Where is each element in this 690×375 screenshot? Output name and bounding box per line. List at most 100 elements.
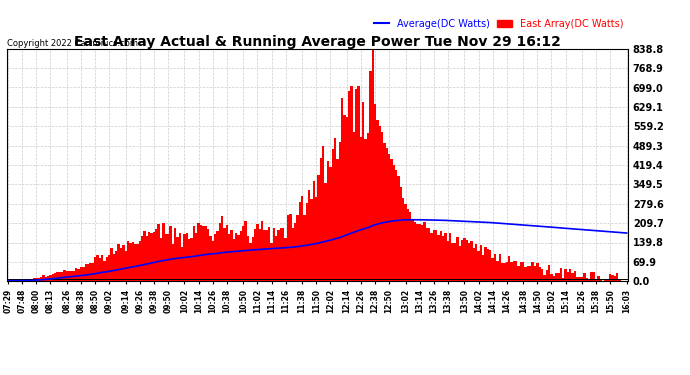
Bar: [419, 224, 421, 281]
Bar: [17, 280, 19, 281]
Bar: [341, 98, 344, 281]
Bar: [416, 225, 419, 281]
Bar: [447, 241, 449, 281]
Bar: [526, 266, 529, 281]
Bar: [543, 274, 546, 281]
Bar: [536, 262, 538, 281]
Bar: [242, 226, 244, 281]
Bar: [426, 228, 428, 281]
Bar: [127, 241, 129, 281]
Bar: [9, 280, 12, 281]
Bar: [475, 244, 477, 281]
Bar: [124, 251, 127, 281]
Bar: [313, 181, 315, 281]
Bar: [212, 241, 214, 281]
Bar: [240, 231, 242, 281]
Bar: [200, 225, 202, 281]
Bar: [471, 241, 473, 281]
Bar: [491, 258, 494, 281]
Bar: [101, 255, 104, 281]
Bar: [541, 268, 543, 281]
Bar: [266, 230, 268, 281]
Bar: [348, 91, 351, 281]
Bar: [270, 243, 273, 281]
Bar: [607, 280, 609, 281]
Bar: [397, 176, 400, 281]
Bar: [106, 257, 108, 281]
Bar: [172, 244, 174, 281]
Bar: [162, 223, 164, 281]
Bar: [190, 238, 193, 281]
Bar: [35, 278, 37, 281]
Bar: [230, 230, 233, 281]
Bar: [296, 215, 299, 281]
Bar: [404, 204, 407, 281]
Bar: [574, 271, 576, 281]
Bar: [57, 272, 59, 281]
Bar: [228, 234, 230, 281]
Bar: [279, 228, 282, 281]
Bar: [94, 257, 97, 281]
Bar: [327, 161, 329, 281]
Bar: [181, 246, 184, 281]
Bar: [167, 234, 169, 281]
Bar: [593, 272, 595, 281]
Bar: [254, 229, 256, 281]
Bar: [461, 240, 463, 281]
Bar: [518, 266, 520, 281]
Bar: [259, 229, 261, 281]
Bar: [428, 228, 431, 281]
Bar: [618, 279, 621, 281]
Title: East Array Actual & Running Average Power Tue Nov 29 16:12: East Array Actual & Running Average Powe…: [74, 35, 561, 49]
Bar: [558, 273, 560, 281]
Bar: [26, 280, 28, 281]
Bar: [299, 202, 301, 281]
Bar: [315, 197, 317, 281]
Bar: [176, 237, 179, 281]
Bar: [63, 270, 66, 281]
Bar: [277, 230, 279, 281]
Bar: [23, 280, 26, 281]
Bar: [224, 228, 226, 281]
Bar: [459, 246, 461, 281]
Bar: [421, 225, 423, 281]
Bar: [117, 244, 120, 281]
Bar: [294, 224, 296, 281]
Bar: [614, 276, 616, 281]
Bar: [275, 236, 277, 281]
Bar: [268, 227, 270, 281]
Bar: [146, 236, 148, 281]
Bar: [322, 146, 324, 281]
Bar: [534, 266, 536, 281]
Bar: [548, 266, 551, 281]
Bar: [66, 271, 68, 281]
Bar: [511, 262, 513, 281]
Bar: [122, 246, 124, 281]
Bar: [97, 255, 99, 281]
Bar: [70, 271, 72, 281]
Bar: [515, 261, 518, 281]
Bar: [47, 276, 49, 281]
Bar: [188, 239, 190, 281]
Bar: [423, 222, 426, 281]
Bar: [496, 261, 498, 281]
Bar: [513, 261, 515, 281]
Bar: [400, 187, 402, 281]
Bar: [45, 277, 47, 281]
Bar: [329, 167, 331, 281]
Bar: [256, 224, 259, 281]
Bar: [395, 170, 397, 281]
Bar: [381, 132, 383, 281]
Bar: [184, 234, 186, 281]
Text: Copyright 2022 Cartronics.com: Copyright 2022 Cartronics.com: [7, 39, 138, 48]
Bar: [233, 239, 235, 281]
Bar: [595, 279, 598, 281]
Bar: [174, 228, 176, 281]
Bar: [522, 262, 524, 281]
Bar: [152, 232, 155, 281]
Bar: [148, 232, 150, 281]
Bar: [498, 254, 501, 281]
Bar: [273, 228, 275, 281]
Bar: [197, 223, 200, 281]
Bar: [571, 273, 574, 281]
